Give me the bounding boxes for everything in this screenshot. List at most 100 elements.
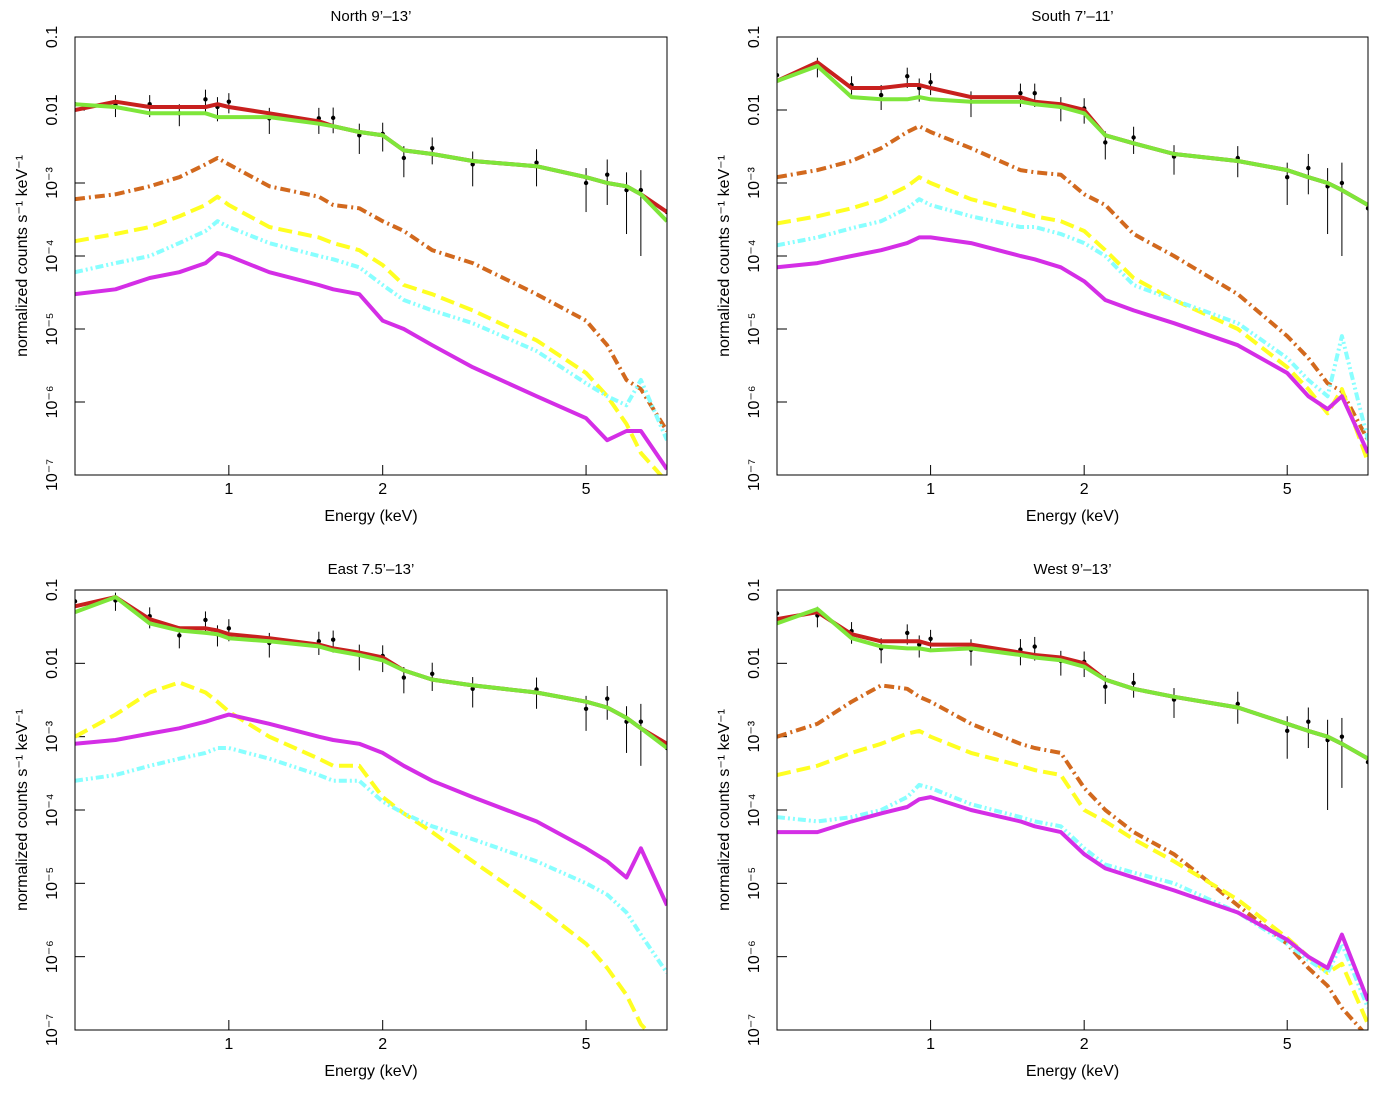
data-point — [330, 637, 336, 642]
y-tick-label: 10⁻⁴ — [746, 239, 763, 272]
data-point — [226, 626, 232, 631]
y-tick-label: 10⁻⁶ — [746, 386, 763, 419]
chart-title: North 9’–13’ — [331, 8, 412, 25]
model-line — [75, 251, 667, 471]
model-line — [777, 235, 1368, 454]
data-point — [638, 187, 644, 193]
data-point — [430, 671, 435, 676]
plot-frame — [74, 36, 668, 476]
y-tick-label: 10⁻⁵ — [44, 867, 61, 900]
y-axis-label: normalized counts s⁻¹ keV⁻¹ — [716, 155, 733, 357]
chart-title: West 9’–13’ — [1033, 561, 1111, 578]
y-tick-label: 0.1 — [746, 26, 763, 48]
model-line — [75, 712, 667, 907]
data-point — [905, 630, 910, 636]
data-point — [316, 639, 322, 644]
y-tick-label: 10⁻⁷ — [746, 1014, 763, 1046]
data-point — [928, 636, 933, 642]
data-point — [1365, 206, 1368, 211]
model-line — [777, 795, 1368, 1002]
x-tick-label: 5 — [1283, 1036, 1292, 1053]
data-point — [638, 719, 644, 724]
y-tick-label: 10⁻³ — [44, 167, 61, 199]
plot-area — [777, 604, 1368, 1030]
y-tick-label: 0.1 — [44, 26, 61, 48]
y-tick-label: 0.1 — [746, 579, 763, 601]
y-tick-label: 0.01 — [746, 94, 763, 125]
data-point — [401, 675, 407, 680]
model-line — [75, 156, 667, 433]
x-tick-label: 1 — [926, 481, 935, 498]
panel: North 9’–13’ Energy (keV) normalized count… — [14, 8, 668, 525]
plot-area — [75, 592, 667, 1030]
data-point — [203, 97, 208, 102]
data-point — [1131, 135, 1136, 140]
model-line — [75, 680, 650, 1030]
chart-title: East 7.5’–13’ — [328, 561, 415, 578]
data-point — [470, 162, 475, 167]
model-line — [75, 99, 667, 214]
y-tick-label: 10⁻⁵ — [746, 867, 763, 900]
model-line — [75, 595, 667, 750]
y-tick-label: 10⁻⁷ — [746, 459, 763, 491]
data-point — [1306, 719, 1311, 724]
data-point — [401, 155, 407, 161]
data-point — [777, 72, 780, 78]
model-line — [777, 60, 1368, 207]
data-point — [605, 696, 610, 701]
panel: South 7’–11’ Energy (keV) normalized count… — [716, 8, 1369, 525]
y-tick-label: 10⁻⁵ — [746, 313, 763, 346]
y-tick-label: 10⁻⁴ — [44, 239, 61, 272]
y-tick-label: 0.01 — [44, 648, 61, 679]
y-tick-label: 0.1 — [44, 579, 61, 601]
model-line — [777, 175, 1368, 463]
model-line — [777, 610, 1368, 761]
y-tick-label: 10⁻⁵ — [44, 313, 61, 346]
x-axis-label: Energy (keV) — [1026, 1063, 1119, 1080]
chart-title: South 7’–11’ — [1031, 8, 1113, 25]
x-tick-label: 2 — [378, 1036, 387, 1053]
x-tick-label: 5 — [582, 481, 591, 498]
x-tick-label: 2 — [1080, 481, 1089, 498]
model-line — [75, 194, 664, 475]
y-tick-label: 10⁻⁴ — [44, 793, 61, 826]
y-tick-label: 10⁻⁴ — [746, 793, 763, 826]
x-tick-label: 1 — [224, 481, 233, 498]
x-tick-label: 5 — [1283, 481, 1292, 498]
y-tick-label: 0.01 — [44, 94, 61, 125]
y-tick-label: 10⁻³ — [746, 167, 763, 199]
data-point — [226, 99, 232, 104]
model-line — [777, 64, 1368, 207]
y-tick-label: 10⁻⁶ — [44, 940, 61, 973]
model-line — [75, 595, 667, 746]
x-axis-label: Energy (keV) — [324, 508, 417, 525]
y-tick-label: 10⁻³ — [44, 720, 61, 752]
data-point — [583, 706, 589, 711]
data-point — [330, 115, 336, 121]
data-point — [75, 599, 78, 604]
x-tick-label: 2 — [1080, 1036, 1089, 1053]
x-axis-label: Energy (keV) — [1026, 508, 1119, 525]
data-point — [177, 633, 182, 638]
plot-frame — [776, 36, 1369, 476]
plot-frame — [776, 589, 1369, 1031]
model-line — [75, 219, 667, 441]
model-line — [777, 607, 1368, 761]
y-tick-label: 0.01 — [746, 648, 763, 679]
y-tick-label: 10⁻⁷ — [44, 459, 61, 491]
y-axis-label: normalized counts s⁻¹ keV⁻¹ — [14, 155, 31, 357]
x-axis-label: Energy (keV) — [324, 1063, 417, 1080]
data-point — [430, 145, 435, 151]
data-point — [1032, 90, 1037, 96]
panel: West 9’–13’ Energy (keV) normalized counts… — [716, 561, 1369, 1080]
data-point — [1103, 684, 1108, 689]
data-point — [1018, 90, 1023, 96]
plot-area — [777, 57, 1368, 463]
y-axis-label: normalized counts s⁻¹ keV⁻¹ — [716, 709, 733, 911]
y-axis-label: normalized counts s⁻¹ keV⁻¹ — [14, 709, 31, 911]
y-tick-label: 10⁻³ — [746, 720, 763, 752]
data-point — [470, 686, 475, 691]
data-point — [1365, 759, 1368, 765]
data-point — [1032, 644, 1037, 649]
